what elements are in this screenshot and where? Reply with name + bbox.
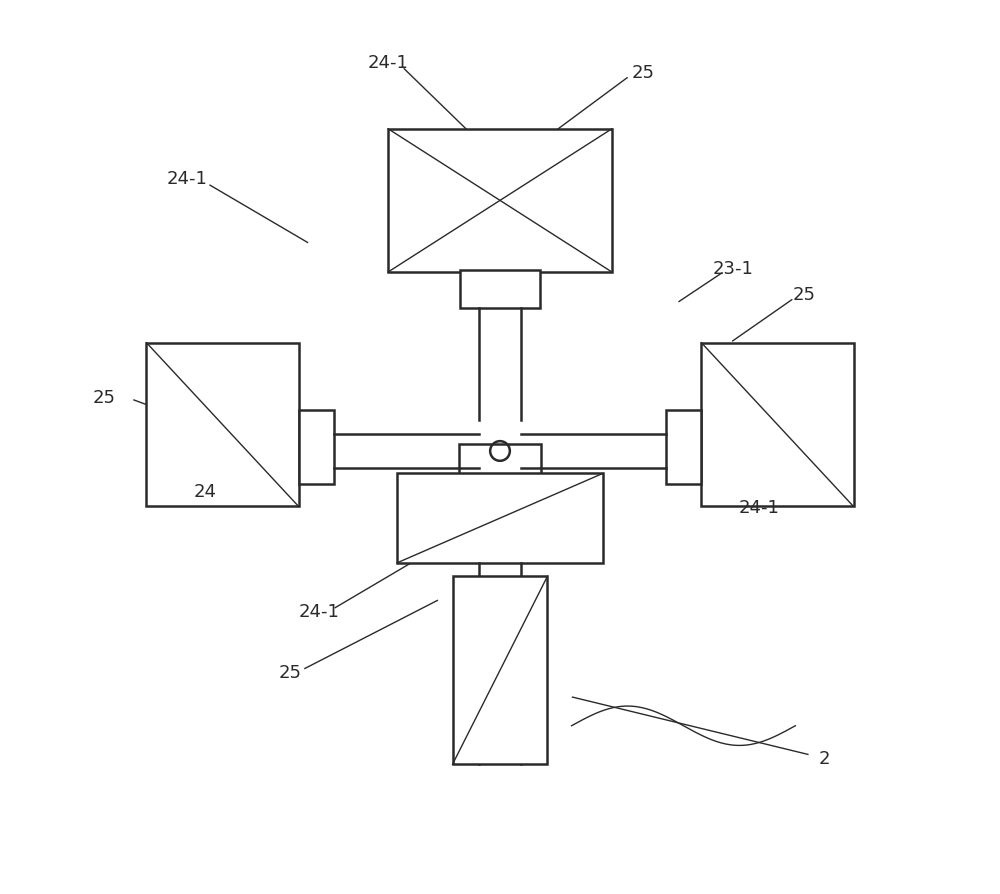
Text: 24-1: 24-1 — [299, 603, 340, 620]
Bar — [666, 410, 701, 485]
Text: 25: 25 — [93, 389, 116, 407]
Bar — [146, 343, 299, 507]
Bar — [388, 130, 612, 273]
Bar — [701, 343, 854, 507]
Bar — [299, 410, 334, 485]
Text: 23-1: 23-1 — [712, 259, 753, 277]
Text: 24-1: 24-1 — [166, 170, 207, 188]
Text: 24-1: 24-1 — [368, 54, 409, 72]
Text: 2: 2 — [818, 749, 830, 767]
Bar — [453, 577, 547, 764]
Text: 24: 24 — [193, 483, 216, 501]
Bar — [460, 271, 540, 308]
Text: 25: 25 — [632, 64, 655, 82]
Text: 25: 25 — [793, 286, 816, 304]
Text: 24-1: 24-1 — [739, 499, 780, 517]
Bar — [459, 444, 541, 476]
Bar — [397, 474, 603, 563]
Text: 25: 25 — [278, 663, 301, 681]
